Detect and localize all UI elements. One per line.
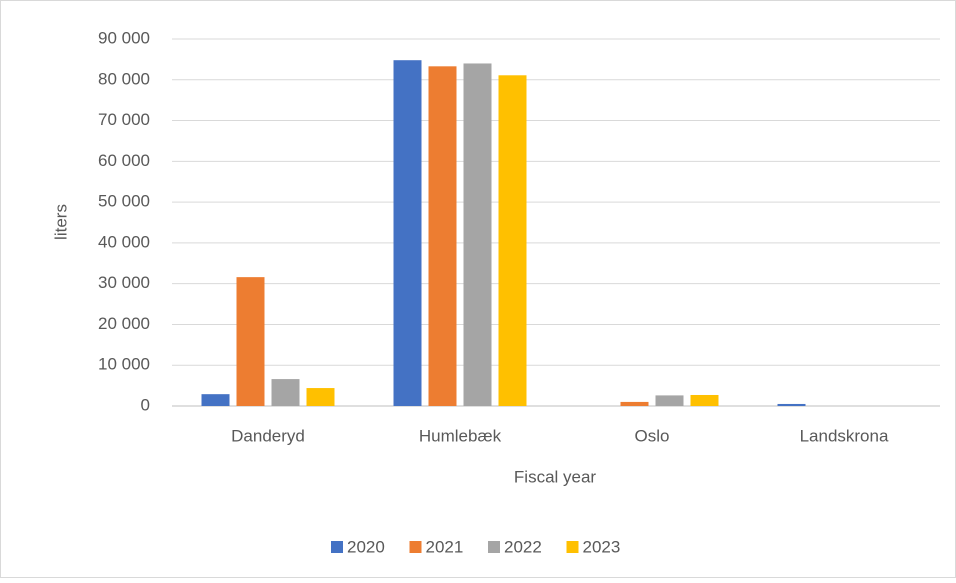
y-tick-label: 90 000 bbox=[98, 28, 150, 47]
legend-swatch bbox=[409, 541, 422, 553]
x-tick-label: Humlebæk bbox=[419, 426, 502, 445]
x-axis-title: Fiscal year bbox=[514, 467, 597, 486]
y-tick-label: 30 000 bbox=[98, 273, 150, 292]
bar bbox=[620, 401, 649, 406]
y-tick-label: 60 000 bbox=[98, 151, 150, 170]
bar bbox=[271, 379, 300, 406]
y-tick-label: 20 000 bbox=[98, 314, 150, 333]
bar bbox=[690, 394, 719, 406]
bar bbox=[428, 66, 457, 407]
x-tick-label: Danderyd bbox=[231, 426, 305, 445]
y-tick-label: 40 000 bbox=[98, 232, 150, 251]
legend-label: 2021 bbox=[426, 537, 464, 556]
bar bbox=[201, 394, 230, 406]
bar bbox=[393, 60, 422, 407]
y-axis-title: liters bbox=[51, 204, 70, 240]
legend-label: 2020 bbox=[347, 537, 385, 556]
bar bbox=[498, 75, 527, 406]
y-tick-label: 70 000 bbox=[98, 110, 150, 129]
y-tick-label: 80 000 bbox=[98, 69, 150, 88]
legend-label: 2022 bbox=[504, 537, 542, 556]
bar bbox=[236, 277, 265, 406]
legend-swatch bbox=[331, 541, 343, 553]
legend-swatch bbox=[488, 541, 500, 553]
bar bbox=[655, 395, 684, 406]
y-tick-label: 0 bbox=[141, 395, 150, 414]
x-tick-label: Oslo bbox=[635, 426, 670, 445]
legend-label: 2023 bbox=[583, 537, 621, 556]
y-tick-label: 50 000 bbox=[98, 192, 150, 211]
y-tick-label: 10 000 bbox=[98, 355, 150, 374]
bar bbox=[777, 403, 806, 406]
legend-swatch bbox=[566, 541, 579, 553]
bar bbox=[463, 63, 492, 406]
bar bbox=[306, 388, 335, 406]
x-tick-label: Landskrona bbox=[800, 426, 889, 445]
